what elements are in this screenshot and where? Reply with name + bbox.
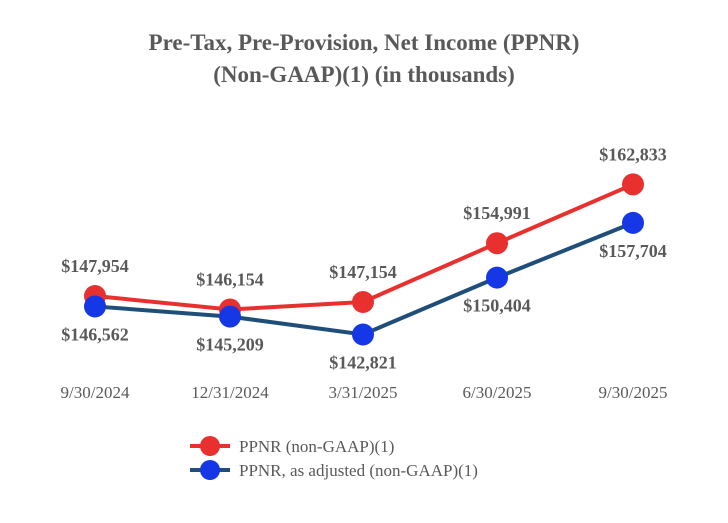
data-point-0-2 (352, 291, 374, 313)
data-point-0-3 (486, 232, 508, 255)
plot-area: $147,954 $146,154 $147,154 $154,991 $162,833… (61, 144, 667, 372)
data-label-0-4: $162,833 (599, 144, 667, 164)
x-tick-label: 9/30/2025 (599, 383, 668, 402)
legend-marker-0 (200, 436, 220, 456)
data-point-1-1 (219, 305, 241, 328)
data-label-0-3: $154,991 (463, 203, 531, 223)
series-line-0 (94, 182, 634, 312)
x-tick-label: 3/31/2025 (329, 383, 398, 402)
chart-title-line-1: Pre-Tax, Pre-Provision, Net Income (PPNR… (149, 30, 580, 55)
data-label-1-2: $142,821 (329, 352, 397, 372)
data-point-1-3 (486, 266, 508, 289)
data-label-0-2: $147,154 (329, 262, 397, 282)
x-tick-label: 9/30/2024 (61, 383, 130, 402)
data-label-0-0: $147,954 (61, 256, 129, 276)
x-axis-labels: 9/30/2024 12/31/2024 3/31/2025 6/30/2025 9/3… (61, 383, 668, 402)
data-point-1-2 (352, 323, 374, 346)
x-tick-label: 6/30/2025 (463, 383, 532, 402)
data-point-0-4 (622, 173, 644, 196)
x-tick-label: 12/31/2024 (191, 383, 269, 402)
data-label-1-0: $146,562 (61, 324, 129, 344)
data-label-1-3: $150,404 (463, 296, 531, 316)
legend-marker-1 (200, 460, 220, 480)
data-point-1-0 (84, 295, 106, 318)
data-label-1-4: $157,704 (599, 241, 667, 261)
data-label-0-1: $146,154 (196, 270, 264, 290)
legend-label-0: PPNR (non-GAAP)(1) (239, 437, 394, 456)
chart-title-line-2: (Non-GAAP)(1) (in thousands) (213, 62, 515, 87)
legend-label-1: PPNR, as adjusted (non-GAAP)(1) (239, 461, 478, 480)
data-point-1-4 (622, 211, 644, 234)
legend: PPNR (non-GAAP)(1) PPNR, as adjusted (non… (190, 436, 478, 480)
data-label-1-1: $145,209 (196, 335, 264, 355)
